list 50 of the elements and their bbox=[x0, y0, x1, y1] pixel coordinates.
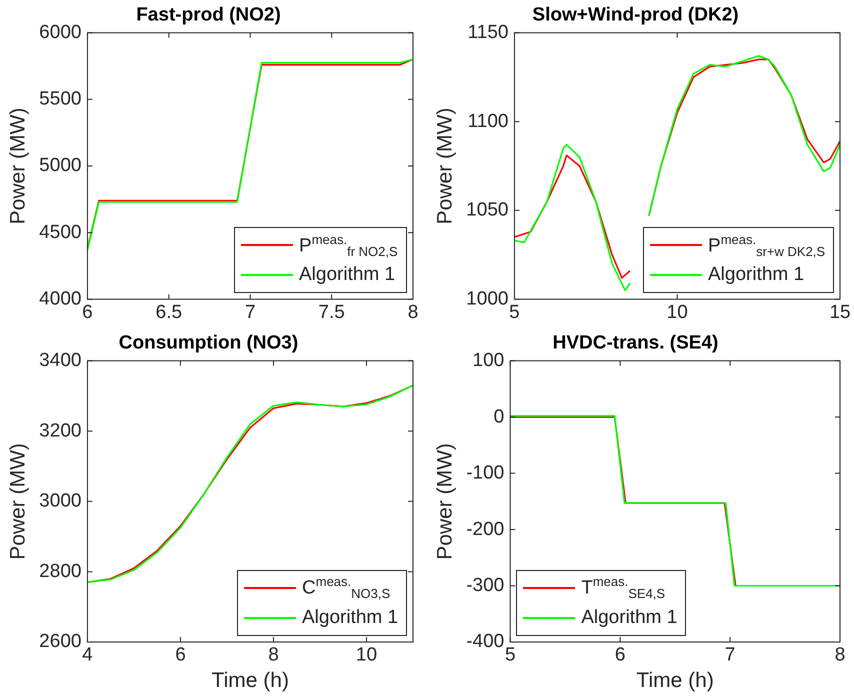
x-tick-label: 4 bbox=[82, 644, 94, 666]
y-tick-label: -400 bbox=[466, 631, 504, 652]
x-tick-label: 6 bbox=[82, 302, 93, 323]
x-tick-label: 8 bbox=[408, 302, 418, 323]
y-axis-title: Power (MW) bbox=[6, 443, 30, 560]
y-tick-label: -100 bbox=[466, 462, 504, 484]
y-tick-label: 1050 bbox=[466, 200, 508, 221]
x-tick-label: 10 bbox=[666, 302, 688, 323]
x-tick-label: 6 bbox=[175, 644, 186, 666]
x-tick-label: 15 bbox=[829, 302, 851, 323]
y-tick-label: 2800 bbox=[39, 560, 82, 582]
y-tick-label: 5500 bbox=[39, 88, 82, 110]
y-tick-label: 6000 bbox=[39, 22, 82, 44]
y-axis-title: Power (MW) bbox=[433, 443, 456, 560]
legend-label: Algorithm 1 bbox=[302, 607, 398, 629]
legend-label: Algorithm 1 bbox=[708, 264, 804, 286]
x-axis-title: Time (h) bbox=[212, 669, 289, 692]
x-tick-label: 10 bbox=[356, 644, 378, 666]
y-tick-label: 100 bbox=[472, 350, 504, 372]
y-tick-label: 4000 bbox=[39, 288, 82, 310]
x-tick-label: 7.5 bbox=[318, 302, 345, 323]
chart-title: Fast-prod (NO2) bbox=[136, 4, 281, 26]
y-tick-label: 3400 bbox=[39, 350, 82, 372]
y-tick-label: 1000 bbox=[466, 288, 508, 310]
y-axis-title: Power (MW) bbox=[6, 108, 30, 224]
y-tick-label: 4500 bbox=[39, 222, 82, 243]
y-tick-label: 3200 bbox=[39, 420, 82, 442]
x-tick-label: 6.5 bbox=[156, 302, 182, 323]
x-tick-label: 5 bbox=[509, 302, 520, 323]
y-tick-label: -300 bbox=[466, 574, 504, 596]
chart-title: Consumption (NO3) bbox=[118, 332, 298, 354]
legend-label: Algorithm 1 bbox=[299, 264, 396, 286]
y-tick-label: 2600 bbox=[39, 631, 82, 652]
y-tick-label: 3000 bbox=[39, 490, 82, 512]
x-tick-label: 5 bbox=[504, 644, 516, 666]
x-axis-title: Time (h) bbox=[636, 669, 714, 692]
y-tick-label: 5000 bbox=[39, 155, 82, 176]
x-tick-label: 8 bbox=[834, 644, 846, 666]
x-tick-label: 8 bbox=[268, 644, 279, 666]
x-tick-label: 6 bbox=[614, 644, 626, 666]
y-tick-label: 0 bbox=[494, 406, 504, 428]
x-tick-label: 7 bbox=[724, 644, 736, 666]
y-axis-title: Power (MW) bbox=[433, 108, 456, 224]
chart-title: Slow+Wind-prod (DK2) bbox=[532, 4, 739, 26]
legend-label: Algorithm 1 bbox=[581, 607, 678, 629]
y-tick-label: 1150 bbox=[468, 22, 508, 44]
chart-title: HVDC-trans. (SE4) bbox=[552, 332, 718, 354]
y-tick-label: 1100 bbox=[468, 110, 508, 132]
x-tick-label: 7 bbox=[244, 302, 256, 323]
y-tick-label: -200 bbox=[466, 518, 504, 540]
